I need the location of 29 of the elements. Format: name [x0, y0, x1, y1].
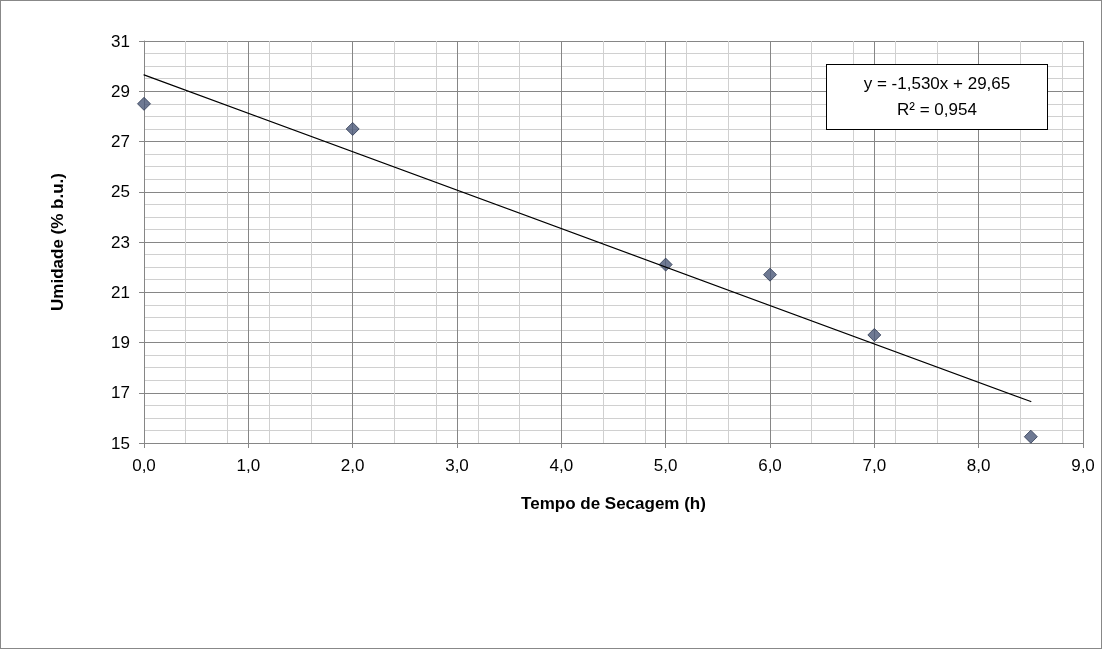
x-tick-label: 6,0: [758, 456, 782, 475]
x-tick-label: 7,0: [862, 456, 887, 475]
point: [345, 121, 360, 136]
y-tick-label: 23: [111, 232, 130, 252]
y-tick-label: 29: [111, 81, 130, 101]
x-tick-label: 0,0: [132, 456, 156, 475]
y-tick-label: 31: [111, 31, 130, 51]
point: [1023, 429, 1038, 444]
x-tick-label: 9,0: [1071, 456, 1095, 475]
point: [867, 327, 882, 342]
x-tick-label: 3,0: [445, 456, 469, 475]
x-tick-label: 1,0: [236, 456, 261, 475]
note-box: y = -1,530x + 29,65 R² = 0,954: [826, 64, 1048, 130]
x-tick-label: 5,0: [653, 456, 678, 475]
annotation: R² = 0,954: [896, 99, 978, 121]
y-tick-label: 25: [111, 182, 130, 202]
x-tick-label: 4,0: [549, 456, 574, 475]
point: [763, 267, 777, 282]
point: [137, 96, 151, 111]
x-tick-label: 2,0: [340, 456, 365, 475]
annotation: y = -1,530x + 29,65: [862, 73, 1012, 95]
y-tick-label: 15: [111, 433, 130, 453]
y-tick-label: 17: [111, 383, 130, 403]
x-axis-title: Tempo de Secagem (h): [521, 494, 706, 513]
y-axis-title: Umidade (% b.u.): [48, 173, 67, 311]
y-tick-label: 19: [111, 333, 130, 352]
y-tick-label: 27: [111, 132, 130, 151]
y-tick-label: 21: [111, 282, 130, 302]
x-tick-label: 8,0: [966, 456, 991, 475]
